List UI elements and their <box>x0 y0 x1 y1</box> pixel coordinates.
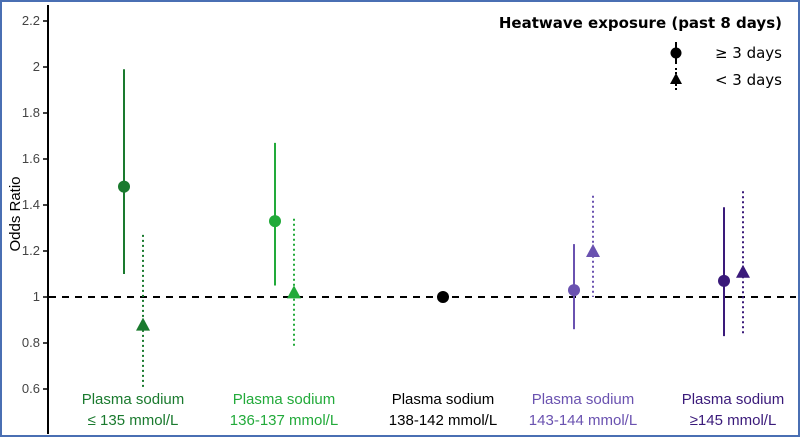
legend-circle-icon <box>670 47 682 59</box>
point-circle <box>437 291 449 303</box>
point-circle <box>568 284 580 297</box>
y-axis: 0.6 0.8 1 1.2 1.4 1.6 1.8 2 2.2 <box>22 5 49 434</box>
category-label-line2: ≤ 135 mmol/L <box>88 412 179 429</box>
category-label-line1: Plasma sodium <box>532 391 635 408</box>
y-tick-label: 1 <box>33 289 40 304</box>
category-label-line2: 138-142 mmol/L <box>389 412 497 429</box>
legend-item-lt3: < 3 days <box>670 68 782 90</box>
y-tick-label: 1.4 <box>22 197 40 212</box>
y-tick-label: 1.6 <box>22 151 40 166</box>
category-label-line1: Plasma sodium <box>82 391 185 408</box>
chart-marks <box>118 69 750 389</box>
point-circle <box>269 215 281 228</box>
category-label-line2: 143-144 mmol/L <box>529 412 637 429</box>
legend-item-ge3: ≥ 3 days <box>670 42 782 64</box>
category-label-line2: 136-137 mmol/L <box>230 412 338 429</box>
legend-label-lt3: < 3 days <box>715 71 782 89</box>
point-circle <box>118 180 130 193</box>
y-tick-label: 0.6 <box>22 381 40 396</box>
legend-title: Heatwave exposure (past 8 days) <box>499 14 782 32</box>
legend-label-ge3: ≥ 3 days <box>715 44 782 62</box>
category-label-line2: ≥145 mmol/L <box>690 412 777 429</box>
legend-triangle-icon <box>670 73 682 84</box>
y-tick-label: 1.8 <box>22 105 40 120</box>
category-label-line1: Plasma sodium <box>682 391 785 408</box>
point-triangle <box>136 317 150 331</box>
y-tick-label: 1.2 <box>22 243 40 258</box>
y-tick-label: 2.2 <box>22 13 40 28</box>
y-tick-label: 0.8 <box>22 335 40 350</box>
legend: Heatwave exposure (past 8 days) ≥ 3 days… <box>499 14 782 90</box>
category-label-line1: Plasma sodium <box>392 391 495 408</box>
y-axis-label: Odds Ratio <box>7 176 24 251</box>
category-labels: Plasma sodium ≤ 135 mmol/L Plasma sodium 13… <box>82 391 785 429</box>
point-triangle <box>287 285 301 299</box>
y-tick-label: 2 <box>33 59 40 74</box>
point-circle <box>718 274 730 287</box>
point-triangle <box>736 264 750 278</box>
category-label-line1: Plasma sodium <box>233 391 336 408</box>
point-triangle <box>586 244 600 257</box>
